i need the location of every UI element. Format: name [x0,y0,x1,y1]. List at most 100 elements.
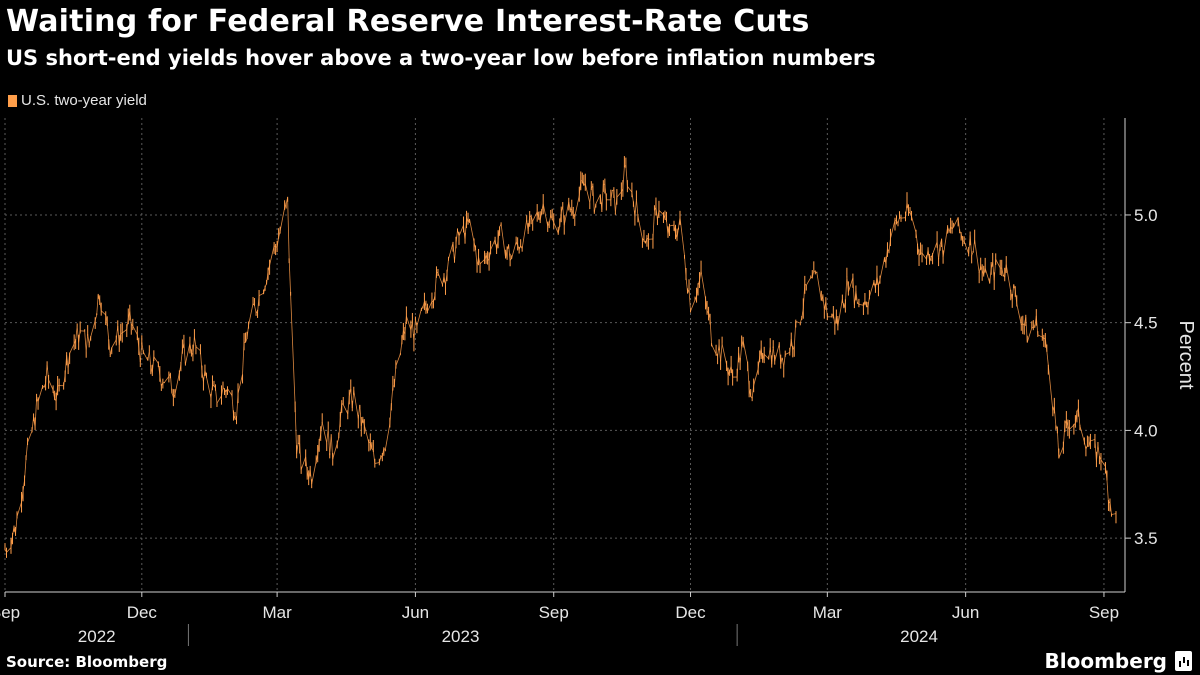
series-line-segment [530,216,534,222]
series-line-segment [1079,425,1085,443]
series-line-segment [1004,264,1007,278]
series-line-segment [173,394,176,398]
series-line-segment [705,298,708,312]
series-line-segment [448,242,454,260]
series-line-segment [248,303,254,326]
series-line-segment [1014,289,1018,304]
series-line-segment [97,294,101,301]
series-line-segment [96,294,99,316]
series-line-segment [1084,442,1087,450]
series-line-segment [73,340,77,344]
series-line-segment [739,345,743,364]
series-line-segment [484,254,487,260]
series-line-segment [1021,323,1024,326]
series-line-segment [162,382,165,384]
series-line-segment [768,347,771,359]
series-line-segment [496,240,499,250]
series-line-segment [78,330,81,343]
series-line-segment [1073,422,1076,426]
series-line-segment [276,237,280,248]
series-line-segment [273,245,276,248]
series-line-segment [759,348,762,357]
series-line-segment [336,437,340,444]
series-line-segment [206,376,212,399]
series-line-segment [508,245,511,261]
series-line-segment [413,319,416,341]
series-line-segment [1046,350,1049,366]
series-line-segment [111,339,117,348]
series-line-segment [593,203,597,213]
series-line-segment [353,390,359,419]
series-line-segment [1111,513,1117,515]
series-line-segment [159,375,162,386]
series-line-segment [287,197,290,259]
chart-title: Waiting for Federal Reserve Interest-Rat… [6,4,810,39]
series-line-segment [657,210,660,220]
series-line-segment [730,366,734,378]
series-line-segment [905,202,908,218]
series-line-segment [557,225,561,234]
series-line-segment [347,395,350,414]
legend: U.S. two-year yield [8,92,147,109]
series-line-segment [816,272,822,301]
series-line-segment [526,219,529,232]
series-line-segment [720,343,723,362]
series-line-segment [911,216,917,233]
series-line-segment [160,382,164,386]
series-line-segment [99,300,102,311]
series-line-segment [164,376,170,383]
series-line-segment [264,283,267,288]
series-line-segment [231,395,234,416]
series-line-segment [875,276,878,289]
series-line-segment [929,257,932,262]
series-line-segment [84,331,87,352]
series-line-segment [841,299,845,309]
series-line-segment [832,313,836,326]
series-line-segment [636,199,639,216]
series-line-segment [90,320,96,337]
series-line-segment [971,251,974,256]
series-line-segment [760,348,764,361]
series-line-segment [995,259,1001,269]
series-line-segment [200,350,203,372]
series-line-segment [521,219,528,249]
series-line-segment [645,237,648,244]
series-line-segment [1090,439,1096,442]
series-line-segment [978,266,982,273]
series-line-segment [774,344,780,362]
series-line-segment [221,387,224,396]
series-line-segment [153,356,159,364]
series-line-segment [717,344,720,356]
series-line-segment [204,370,207,377]
series-line-segment [974,240,980,273]
series-line-segment [321,422,328,444]
series-line-segment [341,403,344,405]
series-line-segment [389,403,392,424]
series-line-segment [846,276,849,293]
series-line-segment [67,353,71,368]
series-line-segment [422,301,425,308]
series-line-segment [458,224,464,237]
series-line-segment [45,364,48,384]
series-line-segment [457,230,460,237]
series-line-segment [708,312,711,320]
series-line-segment [299,443,302,470]
series-line-segment [1097,445,1100,457]
series-line-segment [363,425,370,443]
series-line-segment [129,311,132,325]
series-line-segment [876,276,879,286]
series-line-segment [878,279,881,286]
series-line-segment [308,469,311,480]
series-line-segment [822,295,825,309]
series-line-segment [94,315,98,321]
series-line-segment [22,479,25,492]
series-line-segment [15,516,18,535]
series-line-segment [1035,315,1039,335]
series-line-segment [117,326,120,345]
series-line-segment [805,277,812,286]
series-line-segment [785,351,790,355]
series-line-segment [772,346,776,362]
series-line-segment [742,340,749,364]
series-line-segment [4,548,7,553]
